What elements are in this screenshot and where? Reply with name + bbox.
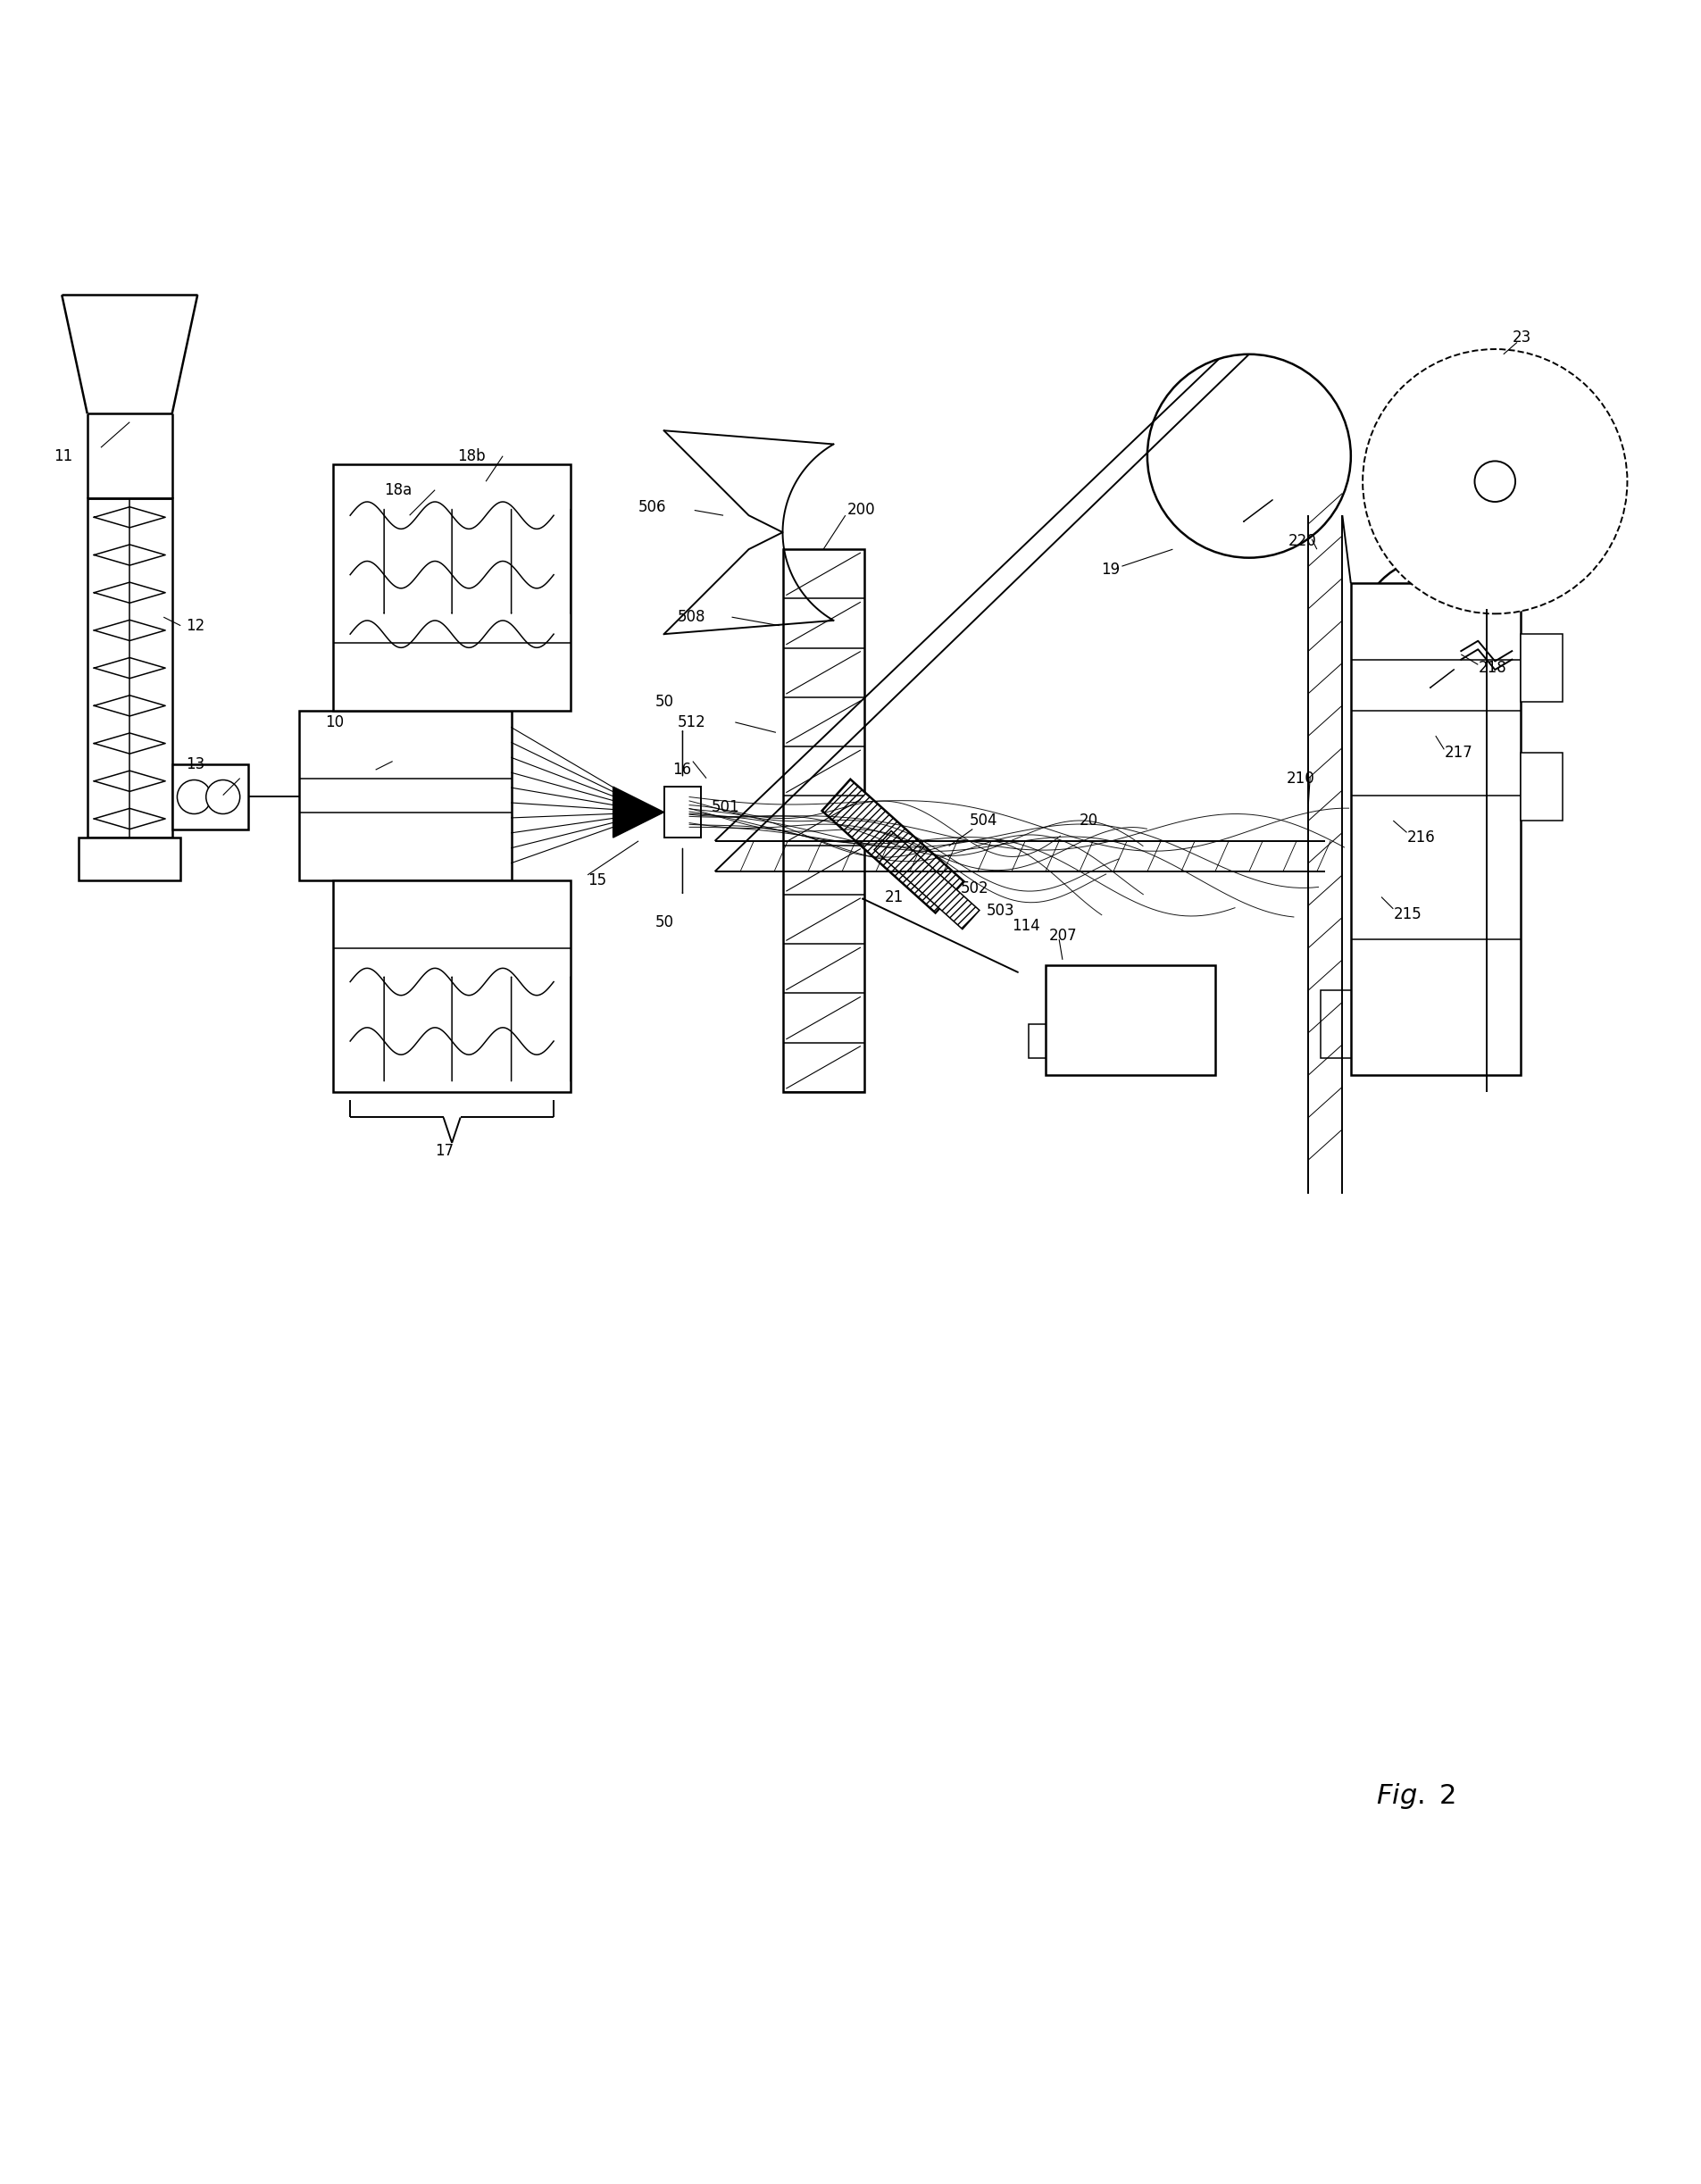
Bar <box>1351 583 1521 1075</box>
Bar <box>663 786 701 839</box>
Polygon shape <box>612 786 663 839</box>
Bar <box>1046 965 1215 1075</box>
Circle shape <box>1475 461 1516 502</box>
Text: 50: 50 <box>655 695 674 710</box>
Text: 210: 210 <box>1286 771 1315 786</box>
Bar <box>1320 989 1351 1057</box>
Text: 200: 200 <box>847 502 876 518</box>
Text: 21: 21 <box>885 889 903 904</box>
Text: 220: 220 <box>1288 533 1317 548</box>
Text: 218: 218 <box>1478 660 1507 677</box>
Circle shape <box>1408 395 1582 568</box>
Text: 216: 216 <box>1407 830 1436 845</box>
Polygon shape <box>822 780 964 913</box>
Bar <box>78 839 180 880</box>
Text: 504: 504 <box>970 812 997 828</box>
Polygon shape <box>874 830 980 928</box>
Text: 19: 19 <box>1102 561 1121 579</box>
Text: $\mathit{Fig.}\ \mathit{2}$: $\mathit{Fig.}\ \mathit{2}$ <box>1376 1782 1456 1811</box>
Bar <box>333 880 570 1092</box>
Bar <box>299 710 512 880</box>
Text: 10: 10 <box>325 714 344 729</box>
Text: 215: 215 <box>1393 906 1422 922</box>
Text: 18a: 18a <box>384 483 412 498</box>
Text: 20: 20 <box>1080 812 1099 828</box>
Circle shape <box>1395 382 1596 581</box>
Text: 15: 15 <box>587 871 607 889</box>
Bar <box>1521 753 1563 821</box>
Text: 18b: 18b <box>458 448 485 463</box>
Text: 207: 207 <box>1050 928 1077 943</box>
Text: 506: 506 <box>638 498 667 515</box>
Circle shape <box>1422 408 1568 555</box>
Bar <box>87 498 172 839</box>
Text: 23: 23 <box>1512 330 1531 345</box>
Circle shape <box>206 780 240 815</box>
Bar <box>172 764 248 830</box>
Text: 502: 502 <box>961 880 988 895</box>
Text: 16: 16 <box>672 762 691 778</box>
Circle shape <box>1363 349 1628 614</box>
Text: 114: 114 <box>1012 917 1039 935</box>
Circle shape <box>1359 557 1512 710</box>
Circle shape <box>177 780 211 815</box>
Circle shape <box>1444 430 1546 533</box>
Bar <box>782 550 864 1092</box>
Text: 512: 512 <box>677 714 706 729</box>
Text: 12: 12 <box>185 618 204 633</box>
Circle shape <box>1368 354 1623 609</box>
Text: 11: 11 <box>53 448 73 463</box>
Bar <box>333 465 570 710</box>
Text: 503: 503 <box>987 902 1014 919</box>
Text: 17: 17 <box>435 1142 454 1160</box>
Bar <box>1521 633 1563 701</box>
Circle shape <box>1146 354 1351 557</box>
Bar <box>1029 1024 1046 1057</box>
Text: 50: 50 <box>655 915 674 930</box>
Text: 13: 13 <box>185 756 204 773</box>
Text: 501: 501 <box>711 799 740 815</box>
Text: 508: 508 <box>677 609 706 625</box>
Circle shape <box>1468 454 1522 509</box>
Text: 217: 217 <box>1444 745 1473 760</box>
Circle shape <box>1381 367 1609 594</box>
